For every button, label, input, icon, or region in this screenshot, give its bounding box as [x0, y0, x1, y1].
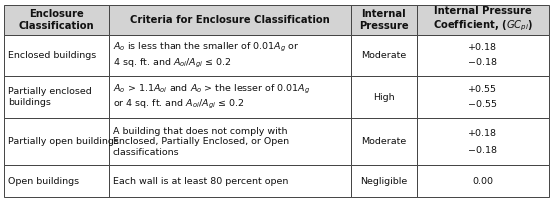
- Text: −0.18: −0.18: [469, 59, 497, 68]
- Bar: [109, 5, 351, 35]
- Text: −0.55: −0.55: [469, 100, 497, 109]
- Text: High: High: [373, 93, 395, 102]
- Bar: [351, 76, 417, 118]
- Text: Internal
Pressure: Internal Pressure: [359, 9, 409, 31]
- Bar: [109, 35, 351, 76]
- Bar: [417, 5, 549, 35]
- Bar: [4, 76, 109, 118]
- Bar: [351, 35, 417, 76]
- Text: A building that does not comply with
Enclosed, Partially Enclosed, or Open
class: A building that does not comply with Enc…: [113, 126, 289, 157]
- Text: Partially open buildings: Partially open buildings: [8, 137, 119, 146]
- Bar: [4, 118, 109, 165]
- Text: Internal Pressure
Coefficient, ($GC_{pi}$): Internal Pressure Coefficient, ($GC_{pi}…: [433, 6, 533, 33]
- Bar: [109, 118, 351, 165]
- Bar: [417, 35, 549, 76]
- Text: +0.18: +0.18: [469, 129, 497, 138]
- Bar: [351, 165, 417, 197]
- Text: $A_o$ > 1.1$A_{oi}$ and $A_o$ > the lesser of 0.01$A_g$
or 4 sq. ft. and $A_{oi}: $A_o$ > 1.1$A_{oi}$ and $A_o$ > the less…: [113, 83, 310, 111]
- Bar: [4, 35, 109, 76]
- Bar: [4, 165, 109, 197]
- Bar: [109, 165, 351, 197]
- Bar: [417, 76, 549, 118]
- Text: +0.55: +0.55: [469, 85, 497, 94]
- Bar: [109, 76, 351, 118]
- Text: Moderate: Moderate: [361, 51, 406, 60]
- Text: Negligible: Negligible: [360, 177, 408, 186]
- Text: 0.00: 0.00: [472, 177, 493, 186]
- Text: Criteria for Enclosure Classification: Criteria for Enclosure Classification: [130, 15, 330, 25]
- Bar: [4, 5, 109, 35]
- Text: Enclosure
Classification: Enclosure Classification: [19, 9, 95, 31]
- Bar: [351, 5, 417, 35]
- Text: $A_o$ is less than the smaller of 0.01$A_g$ or
4 sq. ft. and $A_{oi}$/$A_{gi}$ ≤: $A_o$ is less than the smaller of 0.01$A…: [113, 41, 300, 70]
- Text: −0.18: −0.18: [469, 146, 497, 155]
- Bar: [351, 118, 417, 165]
- Text: Enclosed buildings: Enclosed buildings: [8, 51, 96, 60]
- Text: Moderate: Moderate: [361, 137, 406, 146]
- Text: Partially enclosed
buildings: Partially enclosed buildings: [8, 87, 92, 107]
- Text: Open buildings: Open buildings: [8, 177, 79, 186]
- Text: +0.18: +0.18: [469, 43, 497, 52]
- Bar: [417, 118, 549, 165]
- Bar: [417, 165, 549, 197]
- Text: Each wall is at least 80 percent open: Each wall is at least 80 percent open: [113, 177, 288, 186]
